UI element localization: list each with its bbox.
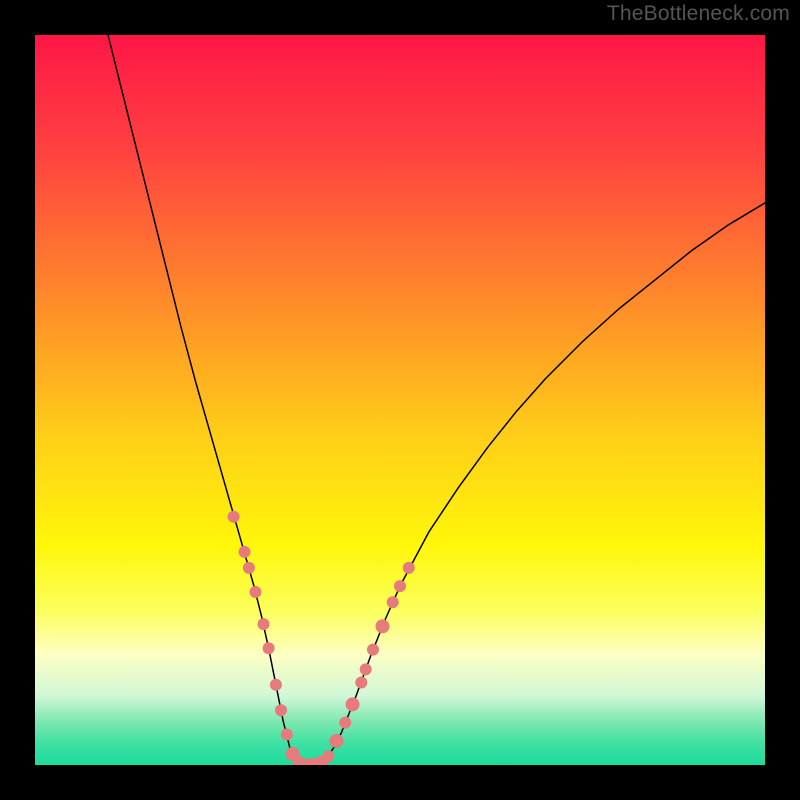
marker-dot [403, 562, 415, 574]
marker-dot [257, 618, 269, 630]
marker-dot [387, 596, 399, 608]
marker-dot [346, 697, 360, 711]
marker-dot [228, 511, 240, 523]
marker-dot [339, 717, 351, 729]
marker-dot [322, 750, 334, 762]
marker-dot [263, 642, 275, 654]
marker-dot [394, 580, 406, 592]
marker-dot [275, 704, 287, 716]
marker-dot [281, 728, 293, 740]
marker-dot [243, 562, 255, 574]
marker-dot [367, 644, 379, 656]
chart-frame: TheBottleneck.com [0, 0, 800, 800]
marker-dot [355, 677, 367, 689]
marker-dot [239, 546, 251, 558]
watermark-text: TheBottleneck.com [607, 2, 790, 26]
plot-area [35, 35, 765, 765]
plot-svg [35, 35, 765, 765]
marker-dot [270, 679, 282, 691]
marker-dot [360, 663, 372, 675]
marker-dot [375, 619, 389, 633]
marker-dot [249, 586, 261, 598]
gradient-background [35, 35, 765, 765]
marker-dot [329, 734, 343, 748]
